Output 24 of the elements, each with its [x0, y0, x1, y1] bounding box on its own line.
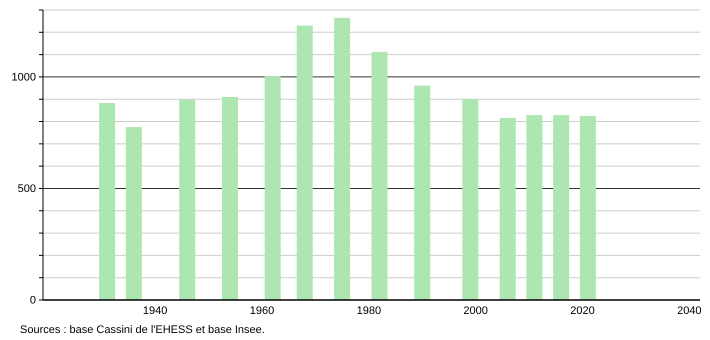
bar — [580, 116, 596, 300]
bar — [526, 115, 542, 300]
y-tick-label: 500 — [18, 182, 36, 195]
y-tick-label: 0 — [30, 294, 36, 307]
x-tick-label: 1980 — [356, 304, 382, 317]
bar — [414, 86, 430, 300]
bar — [222, 97, 238, 300]
bar — [462, 99, 478, 300]
bar — [179, 100, 196, 300]
bar — [372, 52, 388, 300]
bar — [334, 18, 350, 300]
bar — [553, 115, 570, 300]
x-tick-label: 2020 — [570, 304, 595, 317]
bar — [126, 127, 142, 300]
x-tick-label: 1940 — [142, 304, 168, 317]
bar — [264, 76, 281, 300]
source-note: Sources : base Cassini de l'EHESS et base Insee. — [20, 324, 265, 336]
x-tick-label: 1960 — [250, 304, 274, 317]
y-tick-label: 1000 — [12, 71, 36, 84]
bar — [99, 103, 116, 300]
bar — [296, 26, 313, 300]
x-tick-label: 2000 — [463, 304, 488, 317]
x-tick-label: 2040 — [677, 304, 702, 317]
bar — [500, 118, 516, 300]
